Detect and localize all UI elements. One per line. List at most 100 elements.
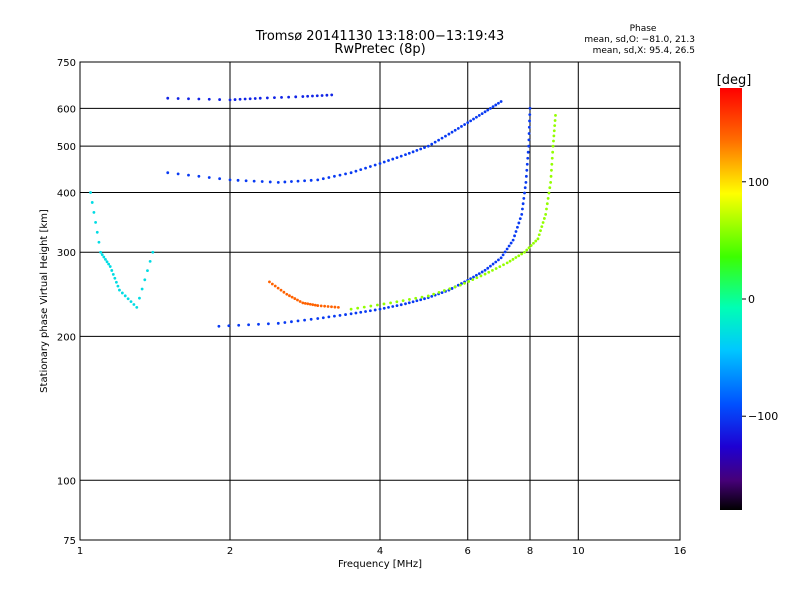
colorbar-ticks: 100 0 −100 xyxy=(742,176,778,423)
data-point xyxy=(426,144,430,148)
data-point xyxy=(364,166,367,170)
colorbar-tick-label: 0 xyxy=(748,293,755,306)
data-point xyxy=(260,180,264,183)
data-point xyxy=(516,225,519,229)
data-point xyxy=(527,132,531,135)
phase-stats-o: mean, sd,O: −81.0, 21.3 xyxy=(584,35,695,45)
data-point xyxy=(207,97,211,101)
data-point xyxy=(265,96,269,100)
data-point xyxy=(479,274,483,278)
data-point xyxy=(138,296,141,300)
colorbar-tick-label: 100 xyxy=(748,176,769,189)
data-point xyxy=(228,178,232,182)
data-point xyxy=(283,321,287,324)
data-point xyxy=(423,146,426,149)
data-point xyxy=(321,177,325,181)
data-point xyxy=(108,265,112,268)
data-point xyxy=(527,246,531,250)
data-point xyxy=(303,179,306,183)
data-point xyxy=(129,300,133,304)
data-point xyxy=(320,94,324,97)
data-point xyxy=(407,301,411,305)
data-point xyxy=(276,321,280,325)
data-point xyxy=(551,144,555,148)
data-point xyxy=(437,290,441,294)
data-point xyxy=(491,105,495,109)
data-point xyxy=(546,196,550,200)
data-point xyxy=(382,302,386,306)
data-point xyxy=(395,304,399,307)
data-point xyxy=(527,138,531,142)
data-point xyxy=(472,117,475,121)
y-tick-label: 600 xyxy=(57,104,76,115)
data-point xyxy=(102,255,106,259)
data-point xyxy=(387,159,390,162)
chart-title-line2: RwPretec (8p) xyxy=(334,42,425,57)
data-point xyxy=(359,310,363,314)
y-tick-label: 400 xyxy=(57,188,76,199)
phase-stats-title: Phase xyxy=(630,24,657,34)
data-point xyxy=(306,94,310,98)
data-point xyxy=(524,180,528,184)
data-point xyxy=(327,315,331,319)
data-point xyxy=(404,153,407,157)
x-tick-label: 2 xyxy=(227,546,233,557)
y-tick-label: 500 xyxy=(57,142,76,153)
data-point xyxy=(489,106,492,110)
data-point xyxy=(420,295,424,299)
data-point xyxy=(233,98,237,101)
data-point xyxy=(447,132,451,136)
data-point xyxy=(440,136,444,140)
data-point xyxy=(151,250,155,254)
data-point xyxy=(309,178,313,182)
data-point xyxy=(486,108,490,112)
data-point xyxy=(483,268,487,272)
data-point xyxy=(442,289,446,292)
x-tick-label: 8 xyxy=(527,546,533,557)
data-point xyxy=(505,247,509,251)
data-point xyxy=(430,295,434,298)
plot-frame xyxy=(79,61,681,541)
data-point xyxy=(453,128,457,132)
data-point xyxy=(276,286,280,290)
data-point xyxy=(290,180,293,183)
data-point xyxy=(296,179,300,183)
data-point xyxy=(460,125,463,128)
data-point xyxy=(111,272,115,276)
data-point xyxy=(450,130,454,134)
data-point xyxy=(477,114,481,117)
data-point xyxy=(528,119,531,123)
data-point xyxy=(344,313,347,316)
data-point xyxy=(228,98,232,102)
data-point xyxy=(518,217,522,221)
data-point xyxy=(502,263,505,267)
data-point xyxy=(356,306,360,310)
data-point xyxy=(253,97,257,100)
data-point xyxy=(456,126,460,130)
data-point xyxy=(296,319,300,323)
data-point xyxy=(404,302,407,306)
data-point xyxy=(349,171,353,175)
data-points xyxy=(89,93,557,328)
data-point xyxy=(327,176,331,179)
data-point xyxy=(419,298,423,302)
data-point xyxy=(301,301,305,305)
data-point xyxy=(540,225,544,228)
data-point xyxy=(549,180,553,184)
y-tick-label: 750 xyxy=(57,58,76,69)
y-tick-label: 75 xyxy=(63,536,76,547)
data-point xyxy=(521,202,525,206)
data-point xyxy=(450,287,454,290)
data-point xyxy=(378,307,382,311)
data-point xyxy=(507,244,511,248)
data-point xyxy=(483,272,487,276)
data-point xyxy=(316,178,320,182)
y-tick-label: 300 xyxy=(57,248,76,259)
data-point xyxy=(290,295,294,299)
data-point xyxy=(437,138,441,142)
data-point xyxy=(475,276,479,280)
data-point xyxy=(114,280,118,284)
data-point xyxy=(395,300,399,304)
data-point xyxy=(453,285,457,289)
data-point xyxy=(309,317,313,321)
